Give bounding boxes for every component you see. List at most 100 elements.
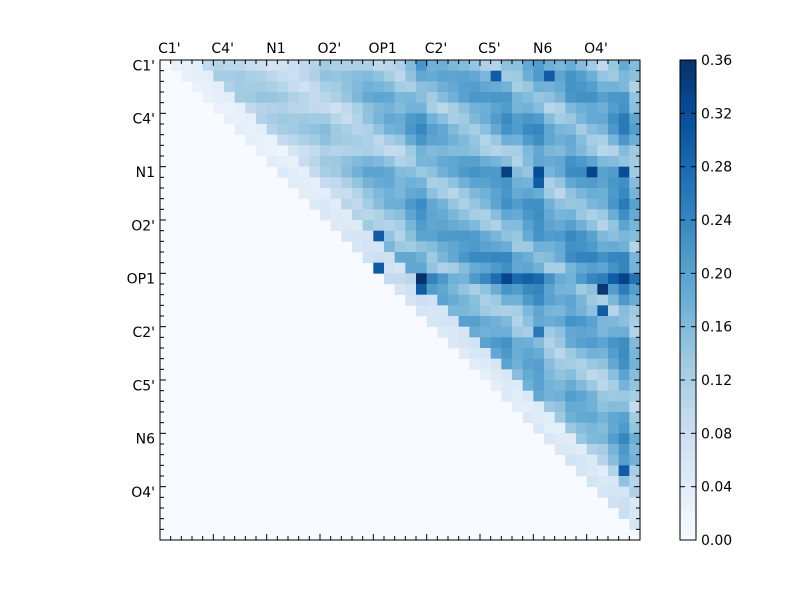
heatmap-cell	[629, 422, 641, 434]
heatmap-cell	[597, 305, 609, 317]
heatmap-cell	[448, 284, 459, 295]
heatmap-cell	[448, 316, 459, 327]
heatmap-cell	[512, 198, 523, 210]
heatmap-cell	[309, 102, 321, 114]
y-tick-label: C2'	[132, 325, 155, 341]
heatmap-cell	[629, 284, 641, 295]
heatmap-cell	[586, 102, 598, 114]
heatmap-cell	[437, 230, 449, 242]
heatmap-cell	[256, 145, 267, 157]
heatmap-cell	[501, 252, 513, 263]
heatmap-cell	[544, 60, 555, 71]
heatmap-cell	[565, 326, 577, 338]
heatmap-cell	[629, 380, 641, 391]
heatmap-cell	[490, 284, 502, 295]
heatmap-cell	[501, 113, 513, 125]
heatmap-cell	[213, 70, 225, 82]
heatmap-cell	[437, 241, 449, 253]
heatmap-cell	[277, 134, 289, 146]
heatmap-cell	[480, 156, 491, 167]
heatmap-cell	[330, 70, 342, 82]
heatmap-cell	[384, 102, 395, 114]
heatmap-cell	[437, 102, 449, 114]
heatmap-cell	[426, 145, 438, 157]
heatmap-cell	[480, 241, 491, 253]
heatmap-cell	[576, 390, 587, 402]
heatmap-cell	[416, 156, 427, 167]
heatmap-cell	[522, 252, 534, 263]
heatmap-cell	[554, 252, 566, 263]
heatmap-cell	[576, 81, 587, 93]
heatmap-cell	[629, 166, 641, 178]
heatmap-cell	[405, 241, 417, 253]
heatmap-cell	[469, 60, 481, 71]
heatmap-cell	[512, 102, 523, 114]
heatmap-cell	[224, 102, 235, 114]
heatmap-cell	[309, 145, 321, 157]
heatmap-cell	[533, 294, 545, 306]
heatmap-cell	[362, 145, 374, 157]
heatmap-cell	[437, 134, 449, 146]
heatmap-cell	[458, 124, 470, 135]
heatmap-cell	[618, 390, 630, 402]
heatmap-cell	[597, 102, 609, 114]
heatmap-cell	[362, 92, 374, 103]
heatmap-cell	[554, 81, 566, 93]
heatmap-cell	[224, 81, 235, 93]
heatmap-cell	[629, 465, 641, 477]
heatmap-cell	[341, 156, 353, 167]
heatmap-cell	[384, 252, 395, 263]
heatmap-cell	[618, 209, 630, 221]
heatmap-cell	[629, 273, 641, 285]
heatmap-cell	[597, 134, 609, 146]
heatmap-cell	[298, 92, 310, 103]
heatmap-cell	[629, 102, 641, 114]
heatmap-cell	[352, 166, 363, 178]
heatmap-cell	[597, 294, 609, 306]
heatmap-cell	[522, 316, 534, 327]
heatmap-cell	[426, 188, 438, 199]
heatmap-cell	[437, 92, 449, 103]
heatmap-cell	[522, 70, 534, 82]
heatmap-cell	[586, 305, 598, 317]
heatmap-cell	[202, 81, 214, 93]
x-tick-label: C1'	[158, 41, 181, 57]
heatmap-cell	[213, 92, 225, 103]
heatmap-cell	[618, 380, 630, 391]
heatmap-cell	[245, 102, 257, 114]
heatmap-cell	[544, 433, 555, 445]
heatmap-cell	[576, 369, 587, 381]
heatmap-cell	[213, 60, 225, 71]
heatmap-cell	[416, 81, 427, 93]
heatmap-cell	[437, 305, 449, 317]
heatmap-cell	[608, 444, 619, 455]
heatmap-cell	[416, 241, 427, 253]
heatmap-cell	[480, 252, 491, 263]
heatmap-cell	[362, 113, 374, 125]
heatmap-cell	[522, 220, 534, 231]
heatmap-cell	[586, 230, 598, 242]
heatmap-cell	[288, 92, 299, 103]
heatmap-cell	[618, 166, 630, 178]
heatmap-cell	[501, 177, 513, 189]
heatmap-cell	[597, 284, 609, 295]
colorbar-tick-label: 0.08	[701, 426, 732, 442]
heatmap-cell	[490, 380, 502, 391]
heatmap-cell	[256, 81, 267, 93]
heatmap-cell	[629, 124, 641, 135]
heatmap-cell	[544, 188, 555, 199]
heatmap-cell	[437, 177, 449, 189]
heatmap-cell	[576, 348, 587, 359]
heatmap-cell	[597, 465, 609, 477]
x-tick-label: O2'	[317, 41, 341, 57]
heatmap-cell	[458, 220, 470, 231]
heatmap-cell	[597, 230, 609, 242]
heatmap-cell	[341, 166, 353, 178]
heatmap-cell	[469, 124, 481, 135]
heatmap-cell	[192, 70, 203, 82]
heatmap-cell	[309, 124, 321, 135]
heatmap-cell	[544, 273, 555, 285]
heatmap-cell	[330, 198, 342, 210]
heatmap-cell	[448, 337, 459, 349]
heatmap-cell	[416, 134, 427, 146]
